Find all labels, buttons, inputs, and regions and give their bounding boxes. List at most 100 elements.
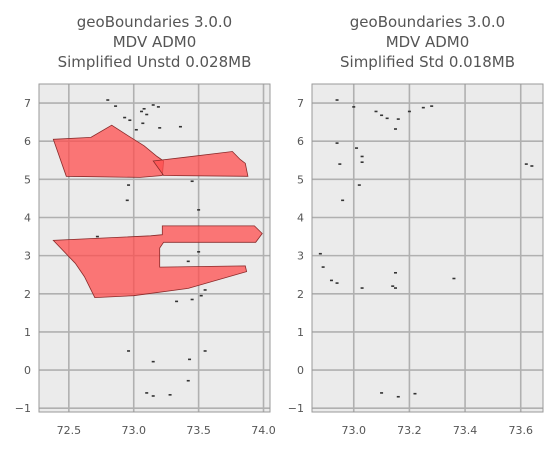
island-mark: [128, 119, 132, 122]
y-tick-label: −1: [288, 402, 304, 415]
island-mark: [530, 165, 534, 167]
island-mark: [380, 392, 384, 394]
island-mark: [396, 395, 400, 398]
island-mark: [203, 350, 207, 352]
island-mark: [430, 105, 434, 107]
y-tick-label: 4: [297, 211, 304, 224]
island-mark: [95, 235, 99, 238]
chart-title-line: Simplified Unstd 0.028MB: [58, 53, 252, 71]
island-mark: [156, 106, 160, 108]
island-mark: [175, 300, 179, 303]
island-mark: [338, 163, 342, 165]
boundary-polygon: [52, 124, 165, 178]
plot-frame: [311, 83, 544, 413]
island-mark: [145, 392, 149, 394]
y-tick-label: 4: [24, 211, 31, 224]
island-mark: [168, 394, 172, 396]
island-mark: [145, 113, 149, 116]
island-mark: [127, 184, 131, 186]
y-tick-label: 6: [24, 135, 31, 148]
island-mark: [106, 99, 110, 101]
island-mark: [140, 110, 144, 113]
island-mark: [524, 163, 528, 165]
chart-title-line: Simplified Std 0.018MB: [340, 53, 515, 71]
x-tick-label: 73.5: [186, 424, 211, 437]
y-tick-label: 7: [297, 97, 304, 110]
island-mark: [203, 289, 207, 291]
island-mark: [190, 298, 194, 301]
chart-title-line: MDV ADM0: [386, 33, 470, 51]
island-mark: [151, 104, 155, 106]
island-mark: [134, 128, 138, 131]
chart-title-line: MDV ADM0: [113, 33, 197, 51]
island-mark: [357, 184, 361, 186]
island-mark: [127, 350, 131, 352]
island-mark: [452, 277, 456, 280]
island-mark: [393, 271, 397, 274]
y-tick-label: 0: [24, 364, 31, 377]
island-mark: [335, 99, 339, 101]
island-mark: [355, 147, 359, 149]
island-mark: [413, 392, 417, 395]
x-tick-label: 73.0: [121, 424, 146, 437]
plot-background: [312, 84, 543, 412]
island-mark: [123, 116, 127, 119]
island-mark: [199, 294, 203, 297]
island-mark: [321, 266, 325, 268]
island-mark: [142, 107, 146, 110]
map-panel-2: geoBoundaries 3.0.0 MDV ADM0 Simplified St…: [288, 13, 544, 437]
plot-frame: [38, 83, 271, 413]
island-mark: [158, 127, 162, 129]
island-mark: [190, 180, 194, 183]
island-mark: [360, 155, 364, 158]
island-mark: [151, 360, 155, 363]
island-mark: [178, 125, 182, 128]
boundary-polygon: [152, 151, 249, 177]
island-mark: [380, 114, 384, 117]
island-mark: [197, 209, 201, 211]
y-tick-label: 1: [24, 326, 31, 339]
x-tick-label: 74.0: [251, 424, 276, 437]
island-mark: [188, 358, 192, 361]
island-mark: [421, 106, 425, 109]
island-mark: [341, 199, 345, 202]
island-mark: [335, 282, 339, 284]
island-mark: [186, 260, 190, 263]
island-mark: [393, 287, 397, 289]
y-tick-label: 0: [297, 364, 304, 377]
y-tick-label: 7: [24, 97, 31, 110]
island-mark: [396, 118, 400, 120]
y-tick-label: 3: [24, 250, 31, 263]
y-tick-label: −1: [15, 402, 31, 415]
x-tick-label: 73.6: [508, 424, 533, 437]
y-tick-label: 1: [297, 326, 304, 339]
island-mark: [407, 110, 411, 113]
island-mark: [360, 161, 364, 163]
y-tick-label: 2: [297, 288, 304, 301]
island-mark: [393, 128, 397, 130]
y-tick-label: 6: [297, 135, 304, 148]
island-mark: [352, 106, 356, 108]
island-mark: [318, 252, 322, 255]
island-mark: [197, 251, 201, 253]
island-mark: [385, 117, 389, 120]
x-tick-label: 73.4: [453, 424, 478, 437]
island-mark: [335, 142, 339, 144]
island-mark: [391, 285, 395, 287]
boundary-polygon: [52, 225, 263, 299]
x-tick-label: 72.5: [57, 424, 82, 437]
island-mark: [151, 395, 155, 397]
island-mark: [186, 379, 190, 382]
y-tick-label: 3: [297, 250, 304, 263]
y-tick-label: 2: [24, 288, 31, 301]
chart-title-line: geoBoundaries 3.0.0: [350, 13, 505, 31]
island-mark: [141, 122, 145, 125]
y-tick-label: 5: [24, 173, 31, 186]
island-mark: [329, 279, 333, 282]
island-mark: [114, 105, 118, 107]
island-mark: [125, 199, 129, 202]
x-tick-label: 73.0: [341, 424, 366, 437]
island-mark: [360, 287, 364, 289]
chart-title-line: geoBoundaries 3.0.0: [77, 13, 232, 31]
